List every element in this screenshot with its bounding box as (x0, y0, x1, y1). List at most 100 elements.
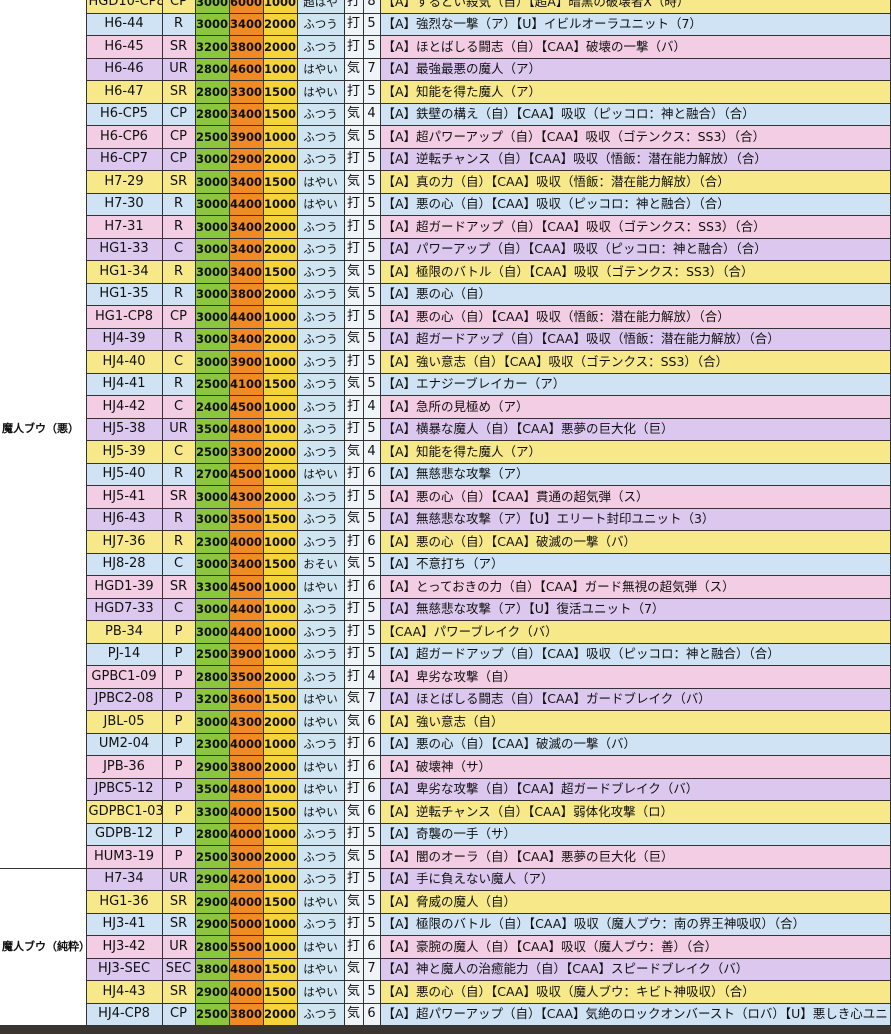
stat-2: 3400 (228, 102, 264, 126)
attack-type: 打 (343, 237, 364, 261)
rarity: UR (161, 417, 196, 441)
stat-2: 4800 (228, 957, 264, 981)
stat-1: 3000 (194, 327, 230, 351)
speed: ふつう (296, 215, 345, 239)
ability-text: 【A】無慈悲な攻撃（ア）【U】エリート封印ユニット（3） (379, 507, 891, 531)
stat-1: 3000 (194, 485, 230, 509)
speed: ふつう (296, 147, 345, 171)
speed: はやい (296, 935, 345, 959)
card-id: HGD10-CP8 (85, 0, 163, 14)
cost: 5 (362, 372, 381, 396)
rarity: SR (161, 912, 196, 936)
ability-text: 【A】強い意志（自） (379, 710, 891, 734)
stat-2: 5500 (228, 935, 264, 959)
rarity: UR (161, 935, 196, 959)
stat-3: 1000 (262, 575, 298, 599)
group-name: 魔人ブウ（純粋） (0, 867, 87, 1026)
speed: はやい (296, 800, 345, 824)
stat-3: 1000 (262, 350, 298, 374)
attack-type: 打 (343, 0, 364, 14)
attack-type: 気 (343, 125, 364, 149)
card-row: HJ4-CP8 CP 2500 3800 2000 ふつう気 6 【A】超パワーアップ（自）【… (0, 1002, 891, 1026)
attack-type: 打 (343, 597, 364, 621)
stat-3: 2000 (262, 755, 298, 779)
card-row: HG1-CP8 CP 3000 4400 1000 ふつう打 5 【A】悪の心（自）【CAA】… (0, 305, 891, 329)
stat-2: 3400 (228, 327, 264, 351)
stat-3: 1500 (262, 102, 298, 126)
stat-2: 4000 (228, 822, 264, 846)
attack-type: 気 (343, 957, 364, 981)
card-row: HJ5-38 UR 3500 4800 1000 ふつう打 5 【A】横暴な魔人（自）【CAA… (0, 417, 891, 441)
ability-text: 【A】悪の心（自）【CAA】吸収（悟飯：潜在能力解放）（合） (379, 305, 891, 329)
speed: はやい (296, 777, 345, 801)
speed: ふつう (296, 102, 345, 126)
stat-3: 1500 (262, 170, 298, 194)
stat-2: 4800 (228, 777, 264, 801)
ability-text: 【A】卑劣な攻撃（自）【CAA】超ガードブレイク（バ） (379, 777, 891, 801)
stat-3: 1000 (262, 822, 298, 846)
card-id: HJ5-41 (85, 485, 163, 509)
cost: 5 (362, 867, 381, 891)
card-id: HJ4-39 (85, 327, 163, 351)
cost: 5 (362, 215, 381, 239)
stat-3: 1000 (262, 192, 298, 216)
rarity: R (161, 530, 196, 554)
card-id: H6-47 (85, 80, 163, 104)
card-id: PJ-14 (85, 642, 163, 666)
stat-1: 3000 (194, 192, 230, 216)
attack-type: 打 (343, 350, 364, 374)
stat-1: 3000 (194, 507, 230, 531)
attack-type: 打 (343, 35, 364, 59)
stat-3: 2000 (262, 147, 298, 171)
card-row: HJ5-39 C 2500 3300 2000 ふつう気 4 【A】知能を得た魔人（ア） (0, 440, 891, 464)
attack-type: 気 (343, 890, 364, 914)
cost: 5 (362, 192, 381, 216)
stat-3: 1000 (262, 867, 298, 891)
cost: 5 (362, 170, 381, 194)
card-row: 魔人ブウ（悪） HGD10-CP8 CP 3000 6000 1000 超はや打 8 【A】する… (0, 0, 891, 869)
stat-3: 1000 (262, 395, 298, 419)
rarity: R (161, 282, 196, 306)
attack-type: 打 (343, 147, 364, 171)
card-id: UM2-04 (85, 732, 163, 756)
attack-type: 打 (343, 935, 364, 959)
stat-2: 3400 (228, 237, 264, 261)
ability-text: 【A】豪腕の魔人（自）【CAA】吸収（魔人ブウ：善）（合） (379, 935, 891, 959)
rarity: SR (161, 80, 196, 104)
cost: 5 (362, 147, 381, 171)
speed: 超はや (296, 0, 345, 14)
stat-3: 1500 (262, 507, 298, 531)
stat-3: 1000 (262, 125, 298, 149)
rarity: R (161, 327, 196, 351)
stat-1: 2800 (194, 822, 230, 846)
card-id: HJ3-41 (85, 912, 163, 936)
card-row: H6-44 R 3000 3400 2000 ふつう打 5 【A】強烈な一撃（ア）【U】イビル… (0, 12, 891, 36)
card-row: UM2-04 P 2300 4000 1000 ふつう打 6 【A】悪の心（自）【CAA】破滅… (0, 732, 891, 756)
card-row: HUM3-19 P 2500 3000 2000 ふつう気 5 【A】闇のオーラ（自）【CAA… (0, 845, 891, 869)
stat-3: 1500 (262, 890, 298, 914)
stat-3: 1000 (262, 530, 298, 554)
stat-1: 2900 (194, 912, 230, 936)
stat-1: 2500 (194, 642, 230, 666)
card-id: PB-34 (85, 620, 163, 644)
attack-type: 気 (343, 687, 364, 711)
stat-1: 2800 (194, 935, 230, 959)
card-id: H6-CP7 (85, 147, 163, 171)
stat-2: 3500 (228, 507, 264, 531)
ability-text: 【A】急所の見極め（ア） (379, 395, 891, 419)
card-id: JBL-05 (85, 710, 163, 734)
rarity: P (161, 822, 196, 846)
ability-text: 【A】無慈悲な攻撃（ア）【U】復活ユニット（7） (379, 597, 891, 621)
speed: はやい (296, 687, 345, 711)
cost: 8 (362, 0, 381, 14)
card-id: H6-45 (85, 35, 163, 59)
stat-2: 3400 (228, 170, 264, 194)
attack-type: 気 (343, 552, 364, 576)
speed: おそい (296, 552, 345, 576)
ability-text: 【A】悪の心（自） (379, 282, 891, 306)
rarity: P (161, 642, 196, 666)
cost: 5 (362, 620, 381, 644)
card-id: H6-CP5 (85, 102, 163, 126)
ability-text: 【A】強烈な一撃（ア）【U】イビルオーラユニット（7） (379, 12, 891, 36)
